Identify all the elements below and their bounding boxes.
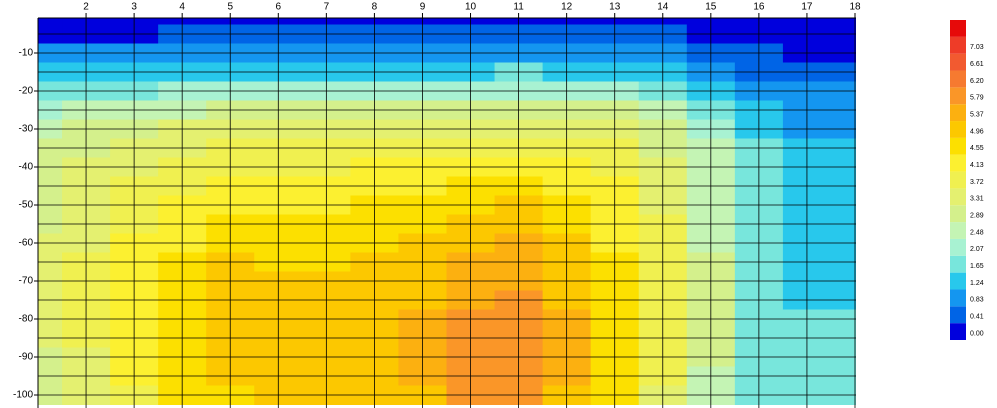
x-tick-label: 11	[513, 2, 524, 13]
colorbar-box	[950, 154, 966, 172]
colorbar-box	[950, 205, 966, 223]
colorbar-label: 4.13	[970, 162, 984, 169]
x-tick-label: 15	[705, 2, 717, 13]
colorbar-label: 2.07	[970, 246, 984, 253]
colorbar-box	[950, 171, 966, 189]
colorbar-label: 6.61	[970, 61, 984, 68]
colorbar-label: 0.00	[970, 330, 984, 337]
y-tick-label: -90	[19, 352, 34, 363]
y-tick-label: -80	[19, 314, 34, 325]
x-tick-label: 16	[753, 2, 765, 13]
x-tick-label: 7	[324, 2, 330, 13]
x-tick-label: 18	[849, 2, 861, 13]
colorbar-box	[950, 222, 966, 239]
colorbar-box	[950, 70, 966, 88]
colorbar-label: 3.72	[970, 179, 984, 186]
colorbar-box	[950, 121, 966, 138]
colorbar-box	[950, 137, 966, 155]
colorbar-box	[950, 272, 966, 290]
cell	[38, 18, 63, 25]
colorbar-label: 6.20	[970, 78, 984, 85]
y-tick-label: -50	[19, 200, 34, 211]
colorbar-box	[950, 289, 966, 307]
colorbar-label: 0.83	[970, 297, 984, 304]
y-tick-label: -70	[19, 276, 34, 287]
y-tick-label: -100	[13, 390, 33, 401]
colorbar-label: 2.89	[970, 213, 984, 220]
grid	[38, 18, 856, 408]
cell	[830, 18, 856, 25]
colorbar-box	[950, 87, 966, 105]
x-tick-label: 5	[227, 2, 233, 13]
colorbar-box	[950, 238, 966, 256]
colorbar-box	[950, 104, 966, 122]
colorbar-label: 1.65	[970, 263, 984, 270]
y-tick-label: -10	[19, 48, 34, 59]
axes: 2 3 4 5 6 7 8 9 10 11 12 13 14 15 16 17 18 -10 -20 -30 -40 -5…	[13, 2, 861, 408]
y-tick-label: -60	[19, 238, 34, 249]
colorbar-box	[950, 188, 966, 206]
x-tick-label: 3	[131, 2, 137, 13]
x-tick-label: 9	[420, 2, 426, 13]
colorbar-label: 4.96	[970, 128, 984, 135]
x-tick-label: 17	[801, 2, 813, 13]
x-tick-label: 8	[372, 2, 378, 13]
colorbar-label: 4.55	[970, 145, 984, 152]
colorbar-box	[950, 306, 966, 324]
x-tick-label: 6	[276, 2, 282, 13]
colorbar-label: 1.24	[970, 280, 984, 287]
x-tick-label: 12	[561, 2, 573, 13]
colorbar-label: 3.31	[970, 196, 984, 203]
colorbar-label: 5.37	[970, 111, 984, 118]
colorbar-box	[950, 36, 966, 54]
y-tick-label: -20	[19, 86, 34, 97]
colorbar-box	[950, 323, 966, 340]
y-tick-label: -30	[19, 124, 34, 135]
x-tick-label: 2	[83, 2, 89, 13]
colorbar-label: 0.41	[970, 314, 984, 321]
colorbar-box	[950, 255, 966, 273]
x-tick-label: 4	[179, 2, 185, 13]
colorbar-label: 7.03	[970, 44, 984, 51]
colorbar-box	[950, 20, 966, 37]
colorbar-label: 2.48	[970, 229, 984, 236]
colorbar-label: 5.79	[970, 95, 984, 102]
x-tick-label: 14	[657, 2, 669, 13]
colorbar: 0.00 0.41 0.83 1.24 1.65 2.07 2.48 2.89 3.31 3.72…	[950, 20, 984, 340]
y-tick-label: -40	[19, 162, 34, 173]
colorbar-box	[950, 53, 966, 71]
x-tick-label: 10	[465, 2, 477, 13]
x-tick-label: 13	[609, 2, 621, 13]
